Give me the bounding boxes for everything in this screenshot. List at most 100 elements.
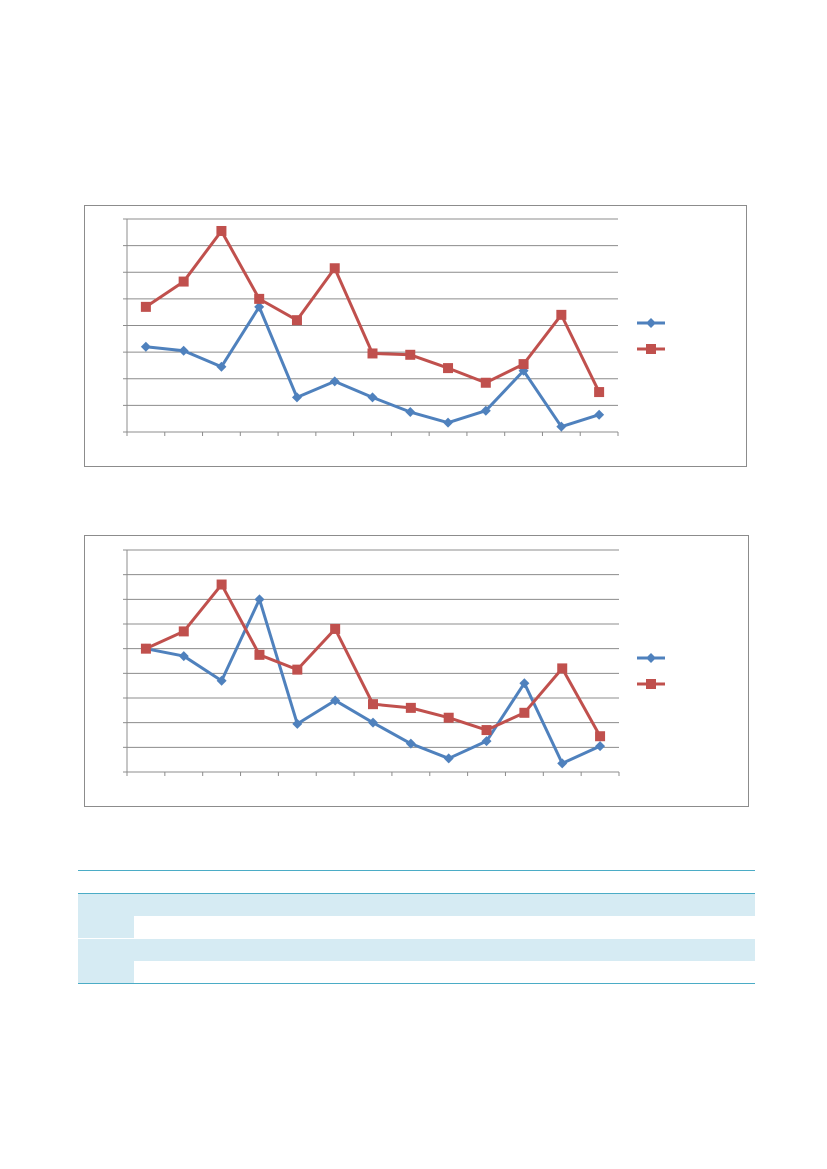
table-header-cell	[406, 870, 452, 894]
table-row-header	[78, 938, 134, 961]
series-2-point	[329, 263, 340, 274]
table-cell	[620, 938, 664, 961]
table-cell	[359, 961, 406, 984]
table-body	[78, 893, 755, 984]
table-header-cell	[359, 870, 406, 894]
series-2-point	[405, 349, 416, 360]
table-cell	[710, 893, 755, 916]
table-cell	[452, 916, 499, 939]
series-2-point	[254, 649, 265, 660]
series-2-point	[443, 363, 454, 374]
series-2-point	[518, 359, 529, 370]
table-cell	[186, 938, 236, 961]
series-1-point	[519, 678, 530, 689]
series-2-point	[291, 315, 302, 326]
table-cell	[406, 893, 452, 916]
series-1-point	[291, 392, 302, 403]
table-cell	[406, 938, 452, 961]
series-2-point	[595, 731, 606, 742]
table-cell	[710, 916, 755, 939]
table-header-cell	[236, 870, 280, 894]
table-cell	[323, 916, 359, 939]
table-cell	[710, 938, 755, 961]
series-1-point	[405, 407, 416, 418]
series-1-point	[254, 594, 265, 605]
series-2-point	[140, 643, 151, 654]
series-1-point	[178, 651, 189, 662]
table-cell	[280, 938, 323, 961]
table-cell	[579, 961, 620, 984]
series-1-point	[481, 736, 492, 747]
table-cell	[579, 893, 620, 916]
table-cell	[664, 893, 710, 916]
table-cell	[359, 938, 406, 961]
series-2-point	[405, 702, 416, 713]
table-row-header	[78, 916, 134, 939]
series-2-point	[556, 309, 567, 320]
series-2-point	[216, 225, 227, 236]
series-2-point	[178, 276, 189, 287]
line-chart-1	[84, 205, 747, 467]
table-cell	[236, 938, 280, 961]
table-cell	[452, 938, 499, 961]
chart-2-canvas	[123, 549, 665, 776]
table-row	[78, 916, 755, 939]
table-cell	[236, 961, 280, 984]
table-cell	[579, 938, 620, 961]
table-cell	[664, 938, 710, 961]
table-header-row	[78, 870, 755, 894]
series-1-line	[145, 305, 600, 429]
table-cell	[134, 893, 186, 916]
table-cell	[452, 893, 499, 916]
table-cell	[186, 893, 236, 916]
table-cell	[499, 938, 538, 961]
table-cell	[406, 961, 452, 984]
table-cell	[406, 916, 452, 939]
table-cell	[323, 893, 359, 916]
series-1-point	[556, 421, 567, 432]
series-1-point	[595, 741, 606, 752]
series-2-point	[216, 579, 227, 590]
series-1-point	[329, 376, 340, 387]
table-row	[78, 893, 755, 916]
table-cell	[236, 893, 280, 916]
table-cell	[538, 961, 579, 984]
table-cell	[620, 916, 664, 939]
table-cell	[186, 916, 236, 939]
table-cell	[236, 916, 280, 939]
series-1-point	[443, 417, 454, 428]
table-header-cell	[538, 870, 579, 894]
table-cell	[538, 916, 579, 939]
series-2-point	[557, 663, 568, 674]
series-1-point	[557, 758, 568, 769]
series-1-point	[140, 341, 151, 352]
series-1-point	[292, 718, 303, 729]
series-2-point	[480, 377, 491, 388]
table-cell	[359, 893, 406, 916]
table-cell	[538, 893, 579, 916]
series-2-line	[145, 229, 601, 393]
series-1-point	[443, 753, 454, 764]
table-header-cell	[499, 870, 538, 894]
table-cell	[664, 916, 710, 939]
series-2-point	[594, 387, 605, 398]
table-cell	[134, 961, 186, 984]
table-cell	[134, 916, 186, 939]
table-cell	[538, 938, 579, 961]
table-cell	[323, 961, 359, 984]
table-cell	[499, 916, 538, 939]
series-1-point	[254, 301, 265, 312]
series-1-point	[216, 361, 227, 372]
table-cell	[359, 916, 406, 939]
legend-key-2-marker	[646, 344, 656, 354]
table-cell	[499, 893, 538, 916]
table-header-cell	[186, 870, 236, 894]
series-2-point	[140, 301, 151, 312]
table-header-cell	[452, 870, 499, 894]
table-row-header	[78, 893, 134, 916]
series-2-point	[330, 623, 341, 634]
legend-key-2-marker	[646, 679, 656, 689]
table-cell	[134, 938, 186, 961]
table-header-cell	[620, 870, 664, 894]
table-header-cell	[323, 870, 359, 894]
